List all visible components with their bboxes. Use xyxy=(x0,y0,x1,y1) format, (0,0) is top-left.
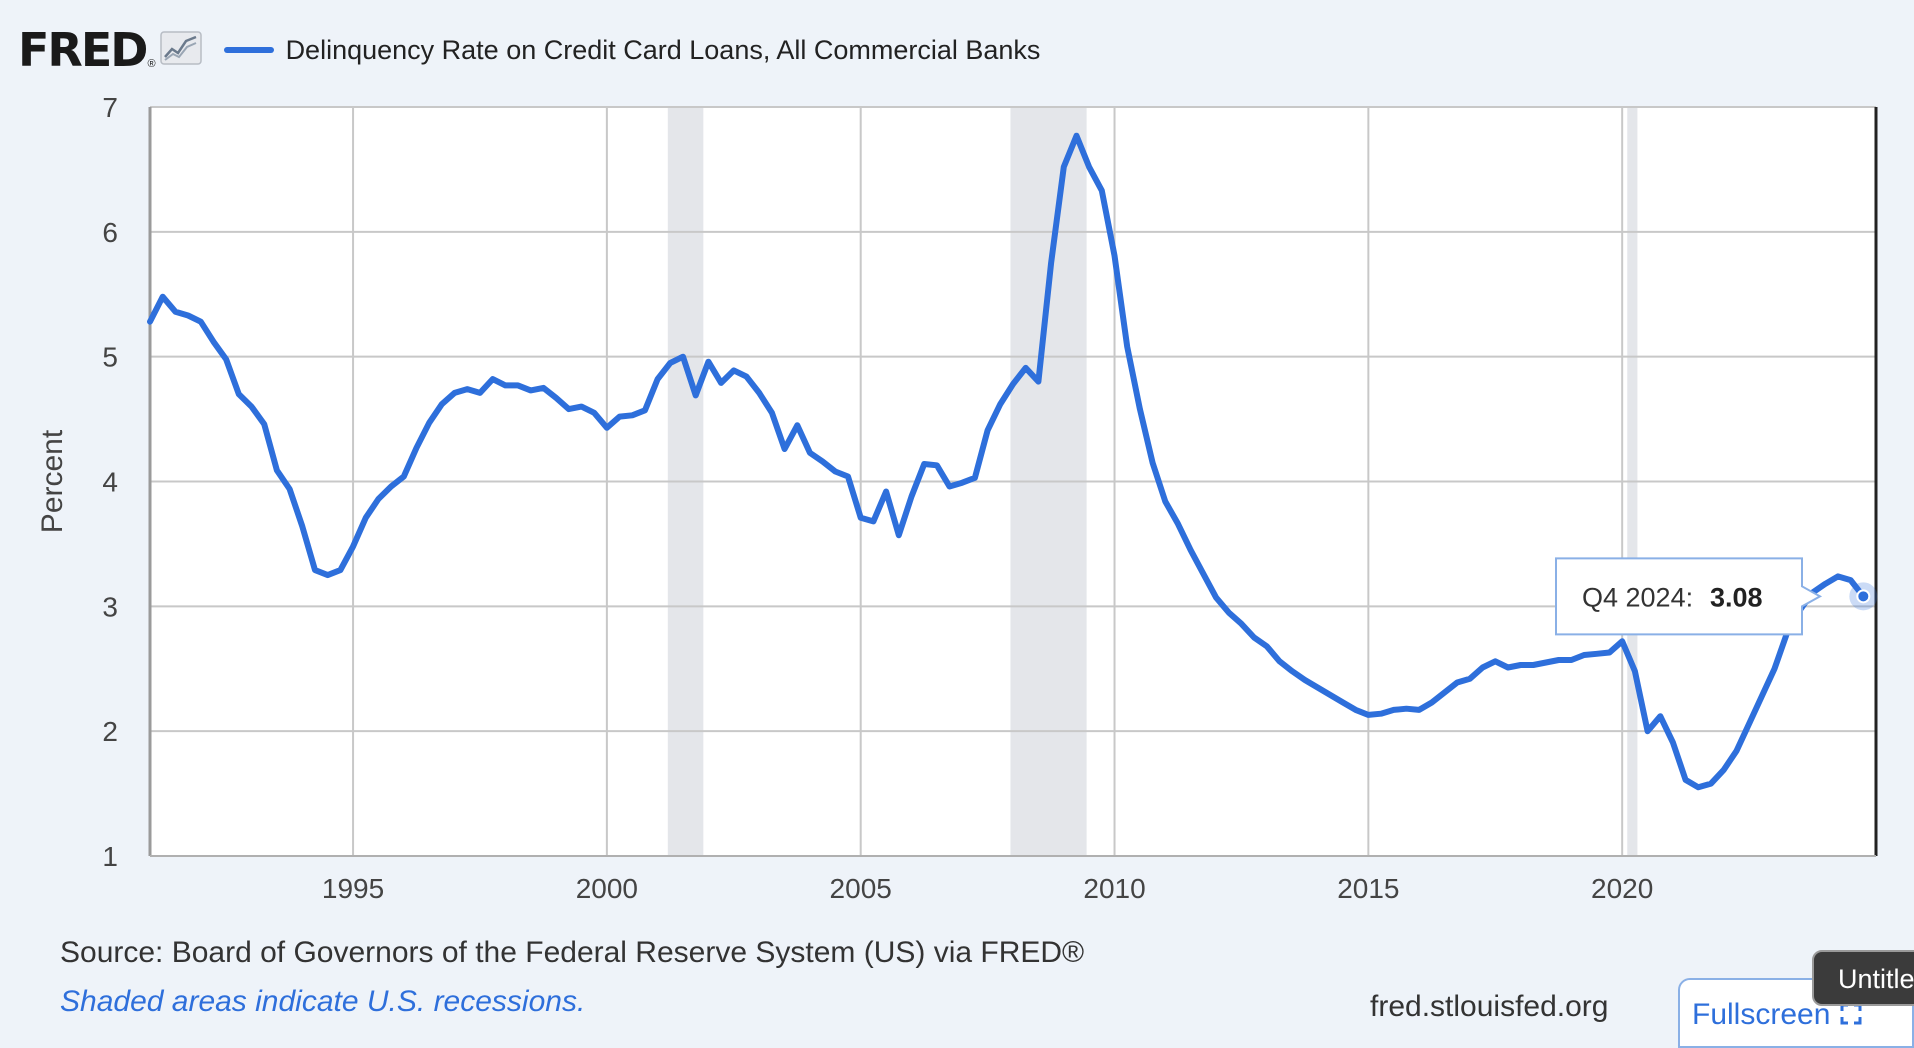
y-tick-label: 5 xyxy=(102,342,118,373)
line-chart[interactable]: 1 2 3 4 5 6 7 1995 2000 2005 2010 2015 2020 Percent Q… xyxy=(0,0,1914,930)
tab-tooltip: Untitled xyxy=(1812,950,1914,1006)
x-tick-label: 2000 xyxy=(576,873,638,904)
y-tick-label: 2 xyxy=(102,716,118,747)
trend-chart-icon xyxy=(159,30,202,70)
series-line-0 xyxy=(147,132,1867,791)
y-tick-label: 3 xyxy=(102,591,118,622)
fred-site-link[interactable]: fred.stlouisfed.org xyxy=(1370,990,1609,1023)
tooltip-box xyxy=(1555,557,1823,636)
chart-header: FRED ® Delinquency Rate on Credit Card L… xyxy=(18,24,1040,76)
highlight-point xyxy=(1856,589,1871,604)
chart-axes: 1 2 3 4 5 6 7 1995 2000 2005 2010 2015 2020 Percent xyxy=(36,92,1878,904)
x-tick-label: 2020 xyxy=(1591,873,1653,904)
x-tick-label: 1995 xyxy=(322,873,384,904)
fred-logo-registered-mark: ® xyxy=(147,58,156,70)
y-axis-title: Percent xyxy=(36,429,69,533)
tooltip-value: 3.08 xyxy=(1710,582,1763,612)
source-note: Source: Board of Governors of the Federa… xyxy=(60,936,1085,969)
fullscreen-label: Fullscreen xyxy=(1692,998,1831,1031)
y-tick-label: 1 xyxy=(102,841,118,872)
x-tick-label: 2010 xyxy=(1083,873,1145,904)
x-tick-label: 2005 xyxy=(830,873,892,904)
fred-logo-text: FRED xyxy=(18,23,148,77)
series-layer xyxy=(147,132,1867,791)
x-tick-label: 2015 xyxy=(1337,873,1399,904)
legend-swatch xyxy=(223,47,274,53)
y-tick-label: 7 xyxy=(102,92,118,123)
fred-logo[interactable]: FRED ® xyxy=(18,27,202,73)
y-tick-label: 4 xyxy=(102,467,118,498)
tooltip-label: Q4 2024: xyxy=(1582,582,1693,612)
chart-tooltip: Q4 2024: 3.08 xyxy=(1555,557,1878,636)
legend-series-label[interactable]: Delinquency Rate on Credit Card Loans, A… xyxy=(285,34,1041,65)
y-tick-label: 6 xyxy=(102,217,118,248)
recession-note: Shaded areas indicate U.S. recessions. xyxy=(60,985,586,1018)
